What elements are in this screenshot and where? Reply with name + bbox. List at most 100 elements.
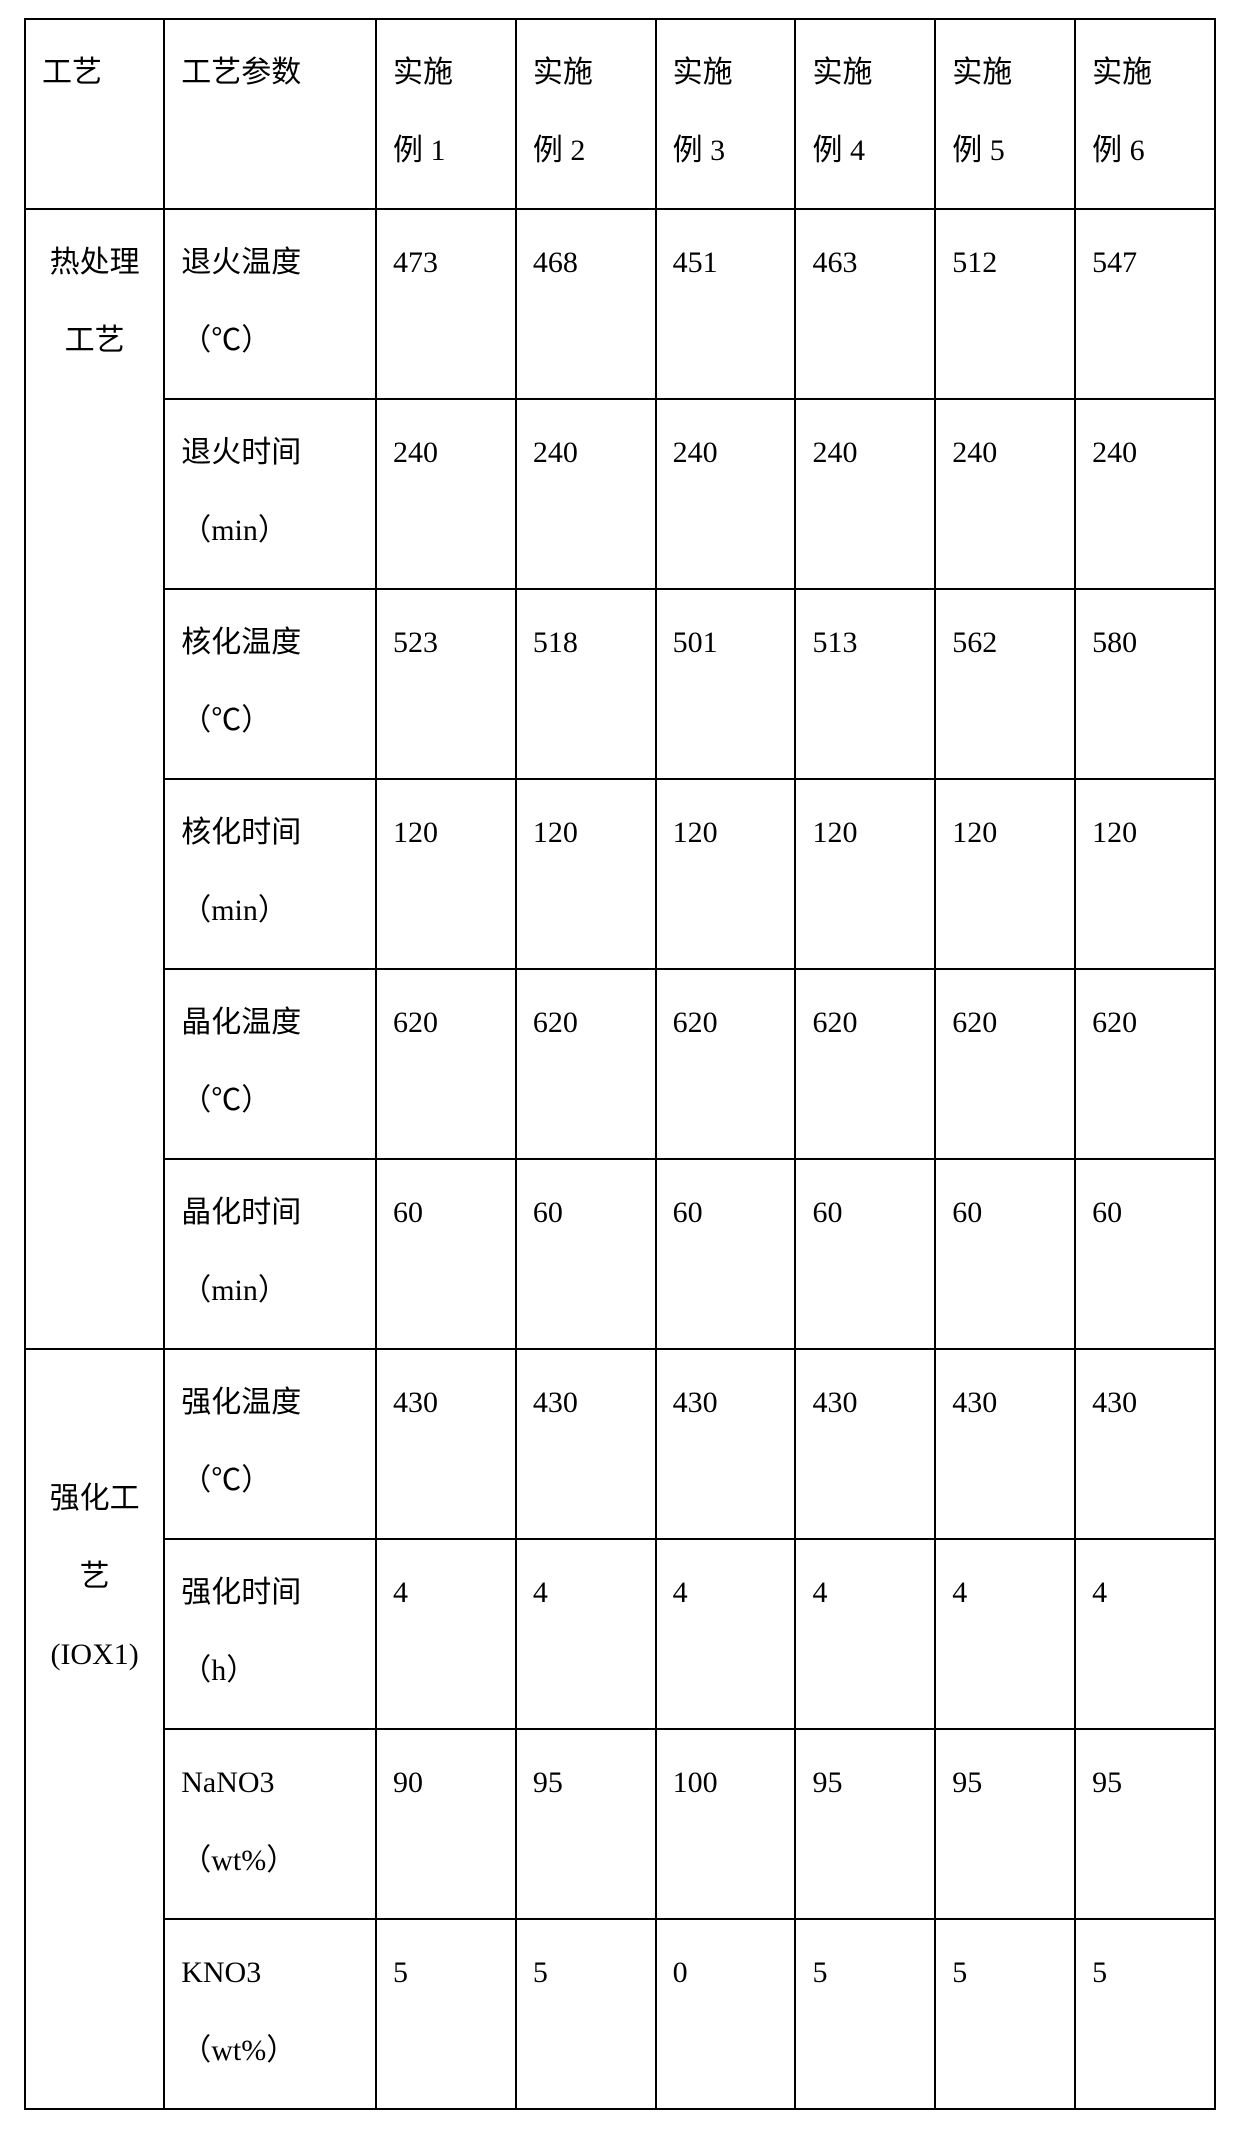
value: 240 [796,400,934,510]
value: 5 [1076,1920,1214,2030]
header-col-ex3: 实施 例 3 [656,19,796,209]
header-col-ex5: 实施 例 5 [935,19,1075,209]
value: 430 [517,1350,655,1460]
value-cell: 523 [376,589,516,779]
value: 4 [796,1540,934,1650]
value: 4 [517,1540,655,1650]
value: 620 [657,970,795,1080]
table-row: NaNO3 （wt%） 90 95 100 95 95 95 [25,1729,1215,1919]
table-row: 强化时间 （h） 4 4 4 4 4 4 [25,1539,1215,1729]
value: 547 [1076,210,1214,320]
table-row: 核化温度 （℃） 523 518 501 513 562 580 [25,589,1215,779]
value-cell: 620 [1075,969,1215,1159]
value: 95 [1076,1730,1214,1840]
value: 0 [657,1920,795,2030]
header-label: 工艺 [26,20,163,130]
group-cell-heat-treatment: 热处理 工艺 [25,209,164,1349]
header-col-ex6: 实施 例 6 [1075,19,1215,209]
value-cell: 620 [516,969,656,1159]
value: 60 [517,1160,655,1270]
param-label: KNO3 （wt%） [165,1920,375,2108]
value: 580 [1076,590,1214,700]
group-label: 热处理 工艺 [26,210,163,398]
value: 620 [1076,970,1214,1080]
param-cell: 晶化温度 （℃） [164,969,376,1159]
param-cell: 核化温度 （℃） [164,589,376,779]
value-cell: 620 [656,969,796,1159]
value: 620 [517,970,655,1080]
header-label: 实施 例 5 [936,20,1074,208]
value: 240 [657,400,795,510]
value: 240 [936,400,1074,510]
param-cell: 强化时间 （h） [164,1539,376,1729]
value-cell: 120 [795,779,935,969]
value: 95 [517,1730,655,1840]
value-cell: 430 [656,1349,796,1539]
value-cell: 100 [656,1729,796,1919]
param-cell: 退火时间 （min） [164,399,376,589]
value: 513 [796,590,934,700]
value: 240 [377,400,515,510]
header-label: 实施 例 1 [377,20,515,208]
value-cell: 4 [376,1539,516,1729]
value: 501 [657,590,795,700]
value-cell: 580 [1075,589,1215,779]
table-row: 晶化温度 （℃） 620 620 620 620 620 620 [25,969,1215,1159]
value-cell: 468 [516,209,656,399]
value-cell: 5 [795,1919,935,2109]
header-label: 实施 例 6 [1076,20,1214,208]
value-cell: 60 [516,1159,656,1349]
header-label: 实施 例 3 [657,20,795,208]
value: 468 [517,210,655,320]
value-cell: 430 [935,1349,1075,1539]
table-row: 热处理 工艺 退火温度 （℃） 473 468 451 463 512 547 [25,209,1215,399]
value: 240 [1076,400,1214,510]
value-cell: 120 [516,779,656,969]
value-cell: 5 [1075,1919,1215,2109]
value-cell: 90 [376,1729,516,1919]
value: 5 [377,1920,515,2030]
param-cell: 强化温度 （℃） [164,1349,376,1539]
header-col-process: 工艺 [25,19,164,209]
value: 95 [936,1730,1074,1840]
value: 518 [517,590,655,700]
value-cell: 4 [935,1539,1075,1729]
value-cell: 620 [376,969,516,1159]
param-label: 强化温度 （℃） [165,1350,375,1538]
page: 工艺 工艺参数 实施 例 1 实施 例 2 实施 例 3 实施 例 4 实施 例… [0,0,1240,2134]
value-cell: 240 [376,399,516,589]
value-cell: 430 [376,1349,516,1539]
value: 430 [377,1350,515,1460]
value: 451 [657,210,795,320]
value-cell: 518 [516,589,656,779]
value-cell: 620 [795,969,935,1159]
value-cell: 501 [656,589,796,779]
param-cell: KNO3 （wt%） [164,1919,376,2109]
table-header-row: 工艺 工艺参数 实施 例 1 实施 例 2 实施 例 3 实施 例 4 实施 例… [25,19,1215,209]
value-cell: 430 [795,1349,935,1539]
value: 60 [936,1160,1074,1270]
value: 120 [657,780,795,890]
value: 512 [936,210,1074,320]
value-cell: 4 [516,1539,656,1729]
value: 430 [796,1350,934,1460]
value: 430 [657,1350,795,1460]
value: 240 [517,400,655,510]
value: 120 [517,780,655,890]
param-label: NaNO3 （wt%） [165,1730,375,1918]
value-cell: 95 [935,1729,1075,1919]
group-cell-strengthening: 强化工 艺 (IOX1) [25,1349,164,2109]
value-cell: 120 [656,779,796,969]
param-label: 强化时间 （h） [165,1540,375,1728]
value-cell: 463 [795,209,935,399]
value-cell: 473 [376,209,516,399]
group-label: 强化工 艺 (IOX1) [26,1350,163,1712]
value: 120 [1076,780,1214,890]
value-cell: 547 [1075,209,1215,399]
table-row: 核化时间 （min） 120 120 120 120 120 120 [25,779,1215,969]
param-label: 核化时间 （min） [165,780,375,968]
value: 90 [377,1730,515,1840]
value: 100 [657,1730,795,1840]
value-cell: 240 [795,399,935,589]
value-cell: 451 [656,209,796,399]
